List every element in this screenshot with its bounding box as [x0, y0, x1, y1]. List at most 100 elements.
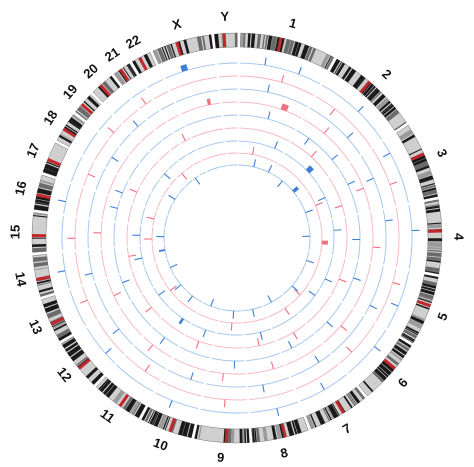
cytoband — [152, 411, 160, 426]
track-baseline — [307, 191, 321, 221]
track-baseline — [408, 205, 413, 269]
cytoband — [291, 420, 298, 435]
cytoband — [398, 129, 414, 141]
event-tick — [267, 164, 273, 173]
cytoband — [231, 428, 235, 443]
cytoband — [170, 43, 177, 58]
cytoband — [390, 350, 403, 361]
track-baseline — [202, 302, 221, 310]
cytoband — [425, 205, 440, 210]
track-baseline — [220, 88, 238, 91]
cytoband — [326, 406, 335, 420]
cytoband — [425, 270, 440, 275]
cytoband — [247, 33, 251, 48]
cytoband — [255, 427, 261, 442]
cytoband — [178, 420, 186, 436]
cytoband — [349, 390, 361, 404]
cytoband — [403, 329, 418, 339]
centromere — [118, 393, 130, 408]
track-baseline — [114, 248, 120, 274]
cytoband — [251, 428, 253, 443]
event-tick — [372, 246, 381, 249]
track-baseline — [180, 137, 191, 144]
track-baseline — [95, 168, 106, 191]
track-baseline — [151, 227, 154, 244]
track-baseline — [331, 219, 335, 256]
track-baseline — [142, 294, 161, 318]
track-baseline — [239, 101, 302, 119]
event-tick — [168, 400, 173, 408]
cytoband — [114, 71, 126, 86]
track-baseline — [239, 75, 314, 96]
track-baseline — [339, 170, 358, 214]
track-baseline — [276, 323, 306, 341]
cytoband — [427, 238, 442, 242]
chromosome-label-4: 4 — [452, 233, 467, 241]
cytoband — [32, 256, 48, 262]
track-baseline — [263, 294, 283, 307]
track-baseline — [82, 132, 98, 155]
event-tick — [253, 159, 257, 168]
track-baseline — [125, 355, 160, 381]
track-baseline — [129, 142, 141, 155]
chromosome-X — [152, 34, 214, 65]
track-3 — [84, 84, 393, 393]
cytoband — [365, 85, 376, 98]
track-baseline — [105, 147, 119, 167]
track-baseline — [219, 75, 238, 78]
chromosome-18 — [56, 114, 85, 147]
event-tick — [264, 57, 267, 66]
event-tick — [58, 199, 66, 203]
cytoband — [164, 416, 171, 431]
chromosome-2 — [329, 58, 407, 131]
track-baseline — [342, 261, 359, 302]
track-baseline — [370, 212, 374, 262]
cytoband — [42, 167, 58, 177]
track-5 — [110, 111, 361, 369]
cytoband — [35, 199, 50, 205]
track-baseline — [248, 377, 289, 388]
track-baseline — [116, 364, 154, 392]
cytoband — [370, 91, 382, 103]
event-tick — [390, 302, 399, 307]
track-baseline — [178, 299, 197, 313]
track-baseline — [162, 132, 173, 140]
track-baseline — [76, 188, 84, 216]
cytoband — [99, 379, 112, 393]
cytoband — [413, 160, 429, 171]
event-tick — [256, 338, 260, 346]
cytoband — [256, 34, 262, 49]
cytoband — [33, 212, 48, 216]
cytoband — [283, 39, 291, 54]
track-baseline — [132, 186, 140, 203]
centromere — [335, 400, 346, 414]
cnv-segment — [158, 249, 166, 252]
cytoband — [141, 407, 151, 421]
chromosome-label-5: 5 — [434, 310, 451, 322]
cytoband — [346, 393, 356, 406]
cytoband — [324, 55, 332, 69]
track-baseline — [296, 130, 340, 170]
cytoband — [334, 61, 343, 75]
track-baseline — [219, 320, 243, 324]
cytoband — [322, 408, 331, 422]
chromosome-band-base — [92, 75, 121, 103]
event-tick — [323, 127, 330, 134]
cytoband — [157, 47, 166, 63]
cytoband — [183, 39, 190, 54]
track-baseline — [299, 251, 310, 276]
cytoband — [425, 266, 440, 273]
event-tick — [141, 97, 147, 105]
track-baseline — [271, 313, 298, 329]
event-tick — [223, 399, 226, 408]
track-baseline — [154, 90, 169, 100]
cytoband — [246, 428, 250, 443]
chromosome-label-12: 12 — [54, 364, 75, 385]
event-tick — [210, 298, 215, 307]
event-tick — [187, 295, 193, 303]
event-tick — [87, 173, 96, 178]
cytoband — [194, 424, 200, 440]
cytoband — [362, 380, 374, 393]
event-tick — [346, 132, 354, 139]
cytoband — [143, 53, 153, 68]
